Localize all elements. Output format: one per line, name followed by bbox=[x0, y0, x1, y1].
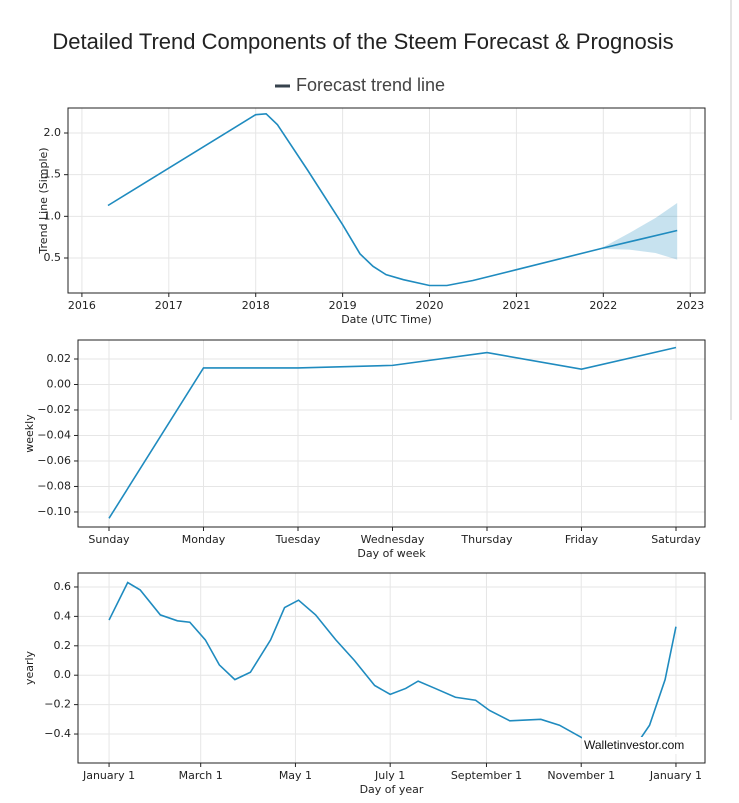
x-tick-label: March 1 bbox=[179, 769, 223, 782]
y-tick-label: 0.6 bbox=[54, 580, 72, 593]
page-title: Detailed Trend Components of the Steem F… bbox=[52, 29, 673, 54]
y-tick-label: −0.10 bbox=[37, 505, 71, 518]
y-tick-label: 1.5 bbox=[44, 168, 62, 181]
x-tick-label: 2023 bbox=[676, 299, 704, 312]
y-tick-label: 1.0 bbox=[44, 209, 62, 222]
x-tick-label: Monday bbox=[182, 533, 226, 546]
x-axis-label: Day of year bbox=[360, 783, 424, 796]
y-tick-label: 0.2 bbox=[54, 639, 72, 652]
x-tick-label: 2016 bbox=[68, 299, 96, 312]
x-tick-label: 2019 bbox=[329, 299, 357, 312]
x-tick-label: July 1 bbox=[374, 769, 405, 782]
x-tick-label: January 1 bbox=[649, 769, 702, 782]
legend-label: Forecast trend line bbox=[296, 75, 445, 95]
confidence-band bbox=[603, 203, 678, 260]
plot-frame bbox=[67, 107, 706, 294]
y-axis-label: Trend Line (Simple) bbox=[37, 147, 50, 254]
x-tick-label: Friday bbox=[565, 533, 599, 546]
x-tick-label: 2022 bbox=[589, 299, 617, 312]
y-tick-label: −0.08 bbox=[37, 479, 71, 492]
y-tick-label: −0.02 bbox=[37, 403, 71, 416]
watermark: Walletinvestor.com bbox=[584, 738, 684, 752]
y-tick-label: 0.5 bbox=[44, 251, 62, 264]
x-tick-label: May 1 bbox=[279, 769, 312, 782]
y-tick-label: −0.06 bbox=[37, 454, 71, 467]
plot-frame bbox=[77, 572, 706, 764]
y-axis-label: weekly bbox=[23, 414, 36, 453]
x-tick-label: 2021 bbox=[502, 299, 530, 312]
x-tick-label: 2018 bbox=[242, 299, 270, 312]
y-tick-label: −0.2 bbox=[44, 698, 71, 711]
x-tick-label: Saturday bbox=[651, 533, 701, 546]
x-tick-label: November 1 bbox=[547, 769, 615, 782]
y-tick-label: −0.04 bbox=[37, 428, 71, 441]
y-tick-label: 0.0 bbox=[54, 668, 72, 681]
y-axis-label: yearly bbox=[23, 650, 36, 685]
x-tick-label: Wednesday bbox=[361, 533, 425, 546]
x-tick-label: Thursday bbox=[460, 533, 513, 546]
y-tick-label: 0.4 bbox=[54, 609, 72, 622]
y-tick-label: 2.0 bbox=[44, 126, 62, 139]
x-axis-label: Date (UTC Time) bbox=[341, 313, 432, 326]
watermark-bg bbox=[582, 737, 694, 754]
plot-frame bbox=[77, 339, 706, 528]
x-tick-label: Sunday bbox=[88, 533, 130, 546]
x-tick-label: January 1 bbox=[82, 769, 135, 782]
x-tick-label: 2020 bbox=[416, 299, 444, 312]
y-tick-label: 0.00 bbox=[47, 377, 72, 390]
x-tick-label: Tuesday bbox=[275, 533, 321, 546]
x-tick-label: 2017 bbox=[155, 299, 183, 312]
trend-line bbox=[107, 113, 678, 287]
x-tick-label: September 1 bbox=[451, 769, 522, 782]
y-tick-label: −0.4 bbox=[44, 727, 71, 740]
trend-line bbox=[108, 346, 677, 519]
x-axis-label: Day of week bbox=[357, 547, 426, 560]
y-tick-label: 0.02 bbox=[47, 352, 72, 365]
trend-line bbox=[108, 581, 677, 752]
